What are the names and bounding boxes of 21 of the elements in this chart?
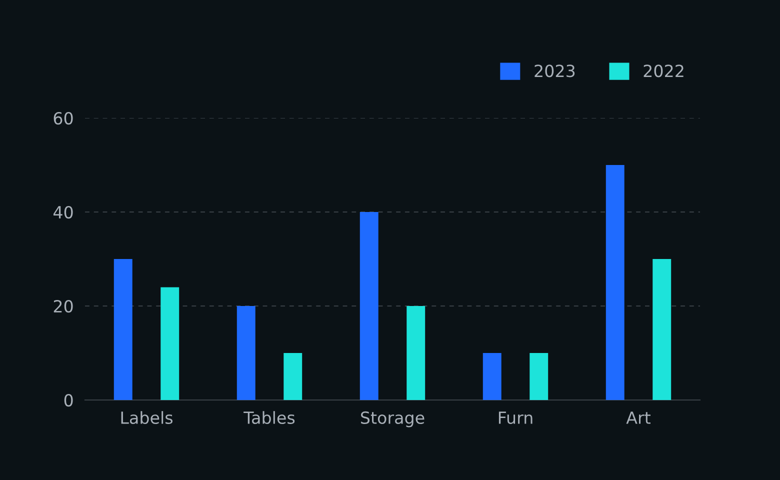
bar <box>160 287 180 400</box>
x-tick-label: Storage <box>360 411 424 428</box>
bar <box>360 212 378 400</box>
y-tick-label: 40 <box>53 206 73 219</box>
bar <box>482 353 502 400</box>
legend-label: 2022 <box>644 64 684 78</box>
x-tick-label: Labels <box>121 411 173 424</box>
y-tick-label: 60 <box>54 112 73 125</box>
bar <box>652 259 672 400</box>
bar <box>606 165 624 400</box>
bar <box>236 306 256 400</box>
x-tick-label: Art <box>626 412 650 424</box>
bar <box>284 353 302 400</box>
bar <box>406 306 426 400</box>
y-tick-label: 0 <box>64 394 73 407</box>
legend-label: 2023 <box>534 64 575 78</box>
y-tick-label: 20 <box>54 300 73 313</box>
x-tick-label: Furn <box>498 412 532 424</box>
x-tick-label: Tables <box>244 411 295 424</box>
bar <box>530 353 548 400</box>
bar <box>114 259 132 400</box>
